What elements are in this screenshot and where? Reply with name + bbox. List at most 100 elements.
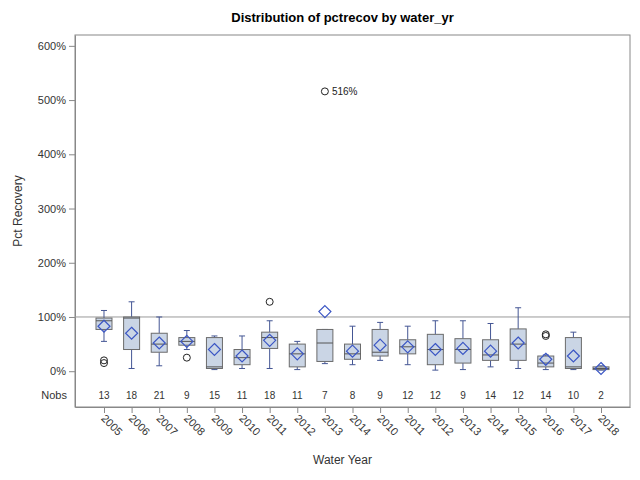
y-tick: 200% bbox=[38, 257, 75, 269]
nobs-value: 7 bbox=[322, 390, 328, 401]
whisker-low bbox=[407, 354, 408, 365]
y-tick-mark bbox=[69, 46, 75, 47]
box bbox=[317, 88, 333, 364]
x-tick-mark bbox=[601, 407, 602, 413]
whisker-cap-low bbox=[460, 369, 466, 370]
nobs-value: 8 bbox=[350, 390, 356, 401]
x-tick: 2018 bbox=[596, 407, 622, 438]
median bbox=[483, 354, 499, 355]
mean bbox=[98, 320, 110, 332]
y-axis-line bbox=[75, 36, 76, 408]
y-tick-mark bbox=[69, 317, 75, 318]
whisker-low bbox=[435, 365, 436, 370]
box-body bbox=[400, 340, 416, 354]
x-tick-label: 2017 bbox=[568, 412, 594, 438]
box bbox=[427, 321, 443, 370]
x-tick: 2008 bbox=[182, 407, 208, 438]
x-tick-label: 2016 bbox=[541, 412, 567, 438]
whisker-cap-low bbox=[239, 368, 245, 369]
whisker-cap-high bbox=[488, 323, 494, 324]
annotation: 516% bbox=[332, 86, 358, 97]
nobs-value: 21 bbox=[154, 390, 166, 401]
box-body bbox=[483, 340, 499, 361]
whisker-low bbox=[269, 348, 270, 368]
title: Distribution of pctrecov by water_yr bbox=[231, 10, 454, 25]
y-tick-mark bbox=[69, 209, 75, 210]
y-tick: 0% bbox=[50, 365, 75, 377]
nobs-value: 12 bbox=[513, 390, 525, 401]
whisker-cap-high bbox=[211, 335, 217, 336]
median bbox=[538, 363, 554, 364]
x-tick-mark bbox=[297, 407, 298, 413]
y-axis: 0%100%200%300%400%500%600% bbox=[38, 36, 76, 408]
box bbox=[96, 310, 112, 366]
whisker-low bbox=[242, 365, 243, 369]
mean bbox=[457, 342, 469, 354]
whisker-high bbox=[103, 310, 104, 318]
y-tick-label: 100% bbox=[38, 311, 66, 323]
median bbox=[565, 366, 581, 367]
x-tick-mark bbox=[408, 407, 409, 413]
whisker-high bbox=[269, 321, 270, 332]
background bbox=[0, 0, 640, 480]
box-body bbox=[317, 329, 333, 361]
whisker-high bbox=[518, 308, 519, 329]
box bbox=[400, 326, 416, 365]
whisker-low bbox=[159, 352, 160, 366]
box-body bbox=[206, 338, 222, 369]
mean bbox=[291, 348, 303, 360]
outlier bbox=[266, 298, 273, 305]
whisker-high bbox=[159, 317, 160, 333]
box-body bbox=[151, 333, 167, 352]
whisker-cap-high bbox=[239, 335, 245, 336]
x-tick: 2012 bbox=[430, 407, 456, 438]
nobs-value: 9 bbox=[460, 390, 466, 401]
median bbox=[206, 366, 222, 367]
whisker-high bbox=[407, 326, 408, 340]
outlier bbox=[100, 360, 107, 367]
whisker-cap-low bbox=[405, 364, 411, 365]
y-tick-label: 200% bbox=[38, 257, 66, 269]
whisker-low bbox=[518, 360, 519, 368]
box-body bbox=[565, 338, 581, 369]
box-body bbox=[124, 317, 140, 350]
box bbox=[538, 331, 554, 370]
x-tick: 2015 bbox=[513, 407, 539, 438]
whisker-cap-high bbox=[570, 332, 576, 333]
box-body bbox=[345, 344, 361, 359]
x-tick: 2012 bbox=[292, 407, 318, 438]
nobs-value: 14 bbox=[485, 390, 497, 401]
x-tick-label: 2013 bbox=[458, 412, 484, 438]
whisker-high bbox=[573, 332, 574, 337]
box bbox=[151, 317, 167, 366]
x-tick-label: 2008 bbox=[182, 412, 208, 438]
whisker-low bbox=[131, 350, 132, 369]
x-axis: 2005200620072008200920102011201220132014… bbox=[76, 407, 631, 438]
x-tick-mark bbox=[380, 407, 381, 413]
x-tick-label: 2012 bbox=[292, 412, 318, 438]
whisker-cap-high bbox=[350, 326, 356, 327]
whisker-low bbox=[490, 360, 491, 367]
box bbox=[372, 322, 388, 360]
x-tick-label: 2015 bbox=[513, 412, 539, 438]
x-tick-label: 2011 bbox=[403, 412, 428, 437]
x-tick: 2013 bbox=[458, 407, 484, 438]
x-tick: 2009 bbox=[210, 407, 236, 438]
y-tick: 100% bbox=[38, 311, 75, 323]
box-body bbox=[262, 332, 278, 348]
whisker-cap-low bbox=[184, 349, 190, 350]
median bbox=[262, 337, 278, 338]
y-tick-mark bbox=[69, 100, 75, 101]
x-tick-label: 2005 bbox=[99, 412, 125, 438]
nobs-value: 11 bbox=[292, 390, 303, 401]
whisker-cap-high bbox=[129, 301, 135, 302]
whisker-high bbox=[352, 326, 353, 344]
whisker-cap-high bbox=[515, 307, 521, 308]
whisker-cap-high bbox=[405, 326, 411, 327]
y-tick: 400% bbox=[38, 148, 75, 160]
x-tick: 2006 bbox=[127, 407, 153, 438]
mean bbox=[485, 345, 497, 357]
box bbox=[179, 331, 195, 362]
y-tick-mark bbox=[69, 371, 75, 372]
whisker-low bbox=[462, 363, 463, 370]
